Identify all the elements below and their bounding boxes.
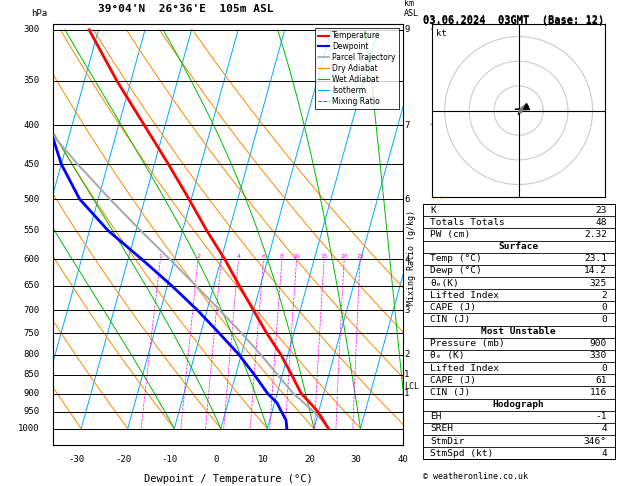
Text: 550: 550 bbox=[23, 226, 40, 235]
Text: Most Unstable: Most Unstable bbox=[481, 327, 556, 336]
Text: 8: 8 bbox=[280, 254, 284, 260]
Text: Totals Totals: Totals Totals bbox=[430, 218, 505, 227]
Text: 4: 4 bbox=[601, 424, 607, 434]
Text: 23.1: 23.1 bbox=[584, 254, 607, 263]
Text: 6: 6 bbox=[404, 194, 409, 204]
Text: 400: 400 bbox=[23, 121, 40, 130]
Text: 3: 3 bbox=[220, 254, 223, 260]
Text: 116: 116 bbox=[589, 388, 607, 397]
Text: 950: 950 bbox=[23, 407, 40, 416]
Text: 25: 25 bbox=[356, 254, 364, 260]
Text: 2.32: 2.32 bbox=[584, 230, 607, 239]
Text: Lifted Index: Lifted Index bbox=[430, 364, 499, 373]
Text: Temp (°C): Temp (°C) bbox=[430, 254, 482, 263]
Text: StmSpd (kt): StmSpd (kt) bbox=[430, 449, 494, 458]
Text: 700: 700 bbox=[23, 306, 40, 315]
Text: 03.06.2024  03GMT  (Base: 12): 03.06.2024 03GMT (Base: 12) bbox=[423, 16, 604, 26]
Text: -1: -1 bbox=[596, 412, 607, 421]
Text: km
ASL: km ASL bbox=[404, 0, 420, 18]
Text: Mixing Ratio (g/kg): Mixing Ratio (g/kg) bbox=[408, 210, 416, 305]
Text: 900: 900 bbox=[23, 389, 40, 398]
Text: PW (cm): PW (cm) bbox=[430, 230, 470, 239]
Text: 800: 800 bbox=[23, 350, 40, 359]
Text: 61: 61 bbox=[596, 376, 607, 385]
Text: 9: 9 bbox=[404, 25, 409, 35]
Text: 850: 850 bbox=[23, 370, 40, 379]
Text: -20: -20 bbox=[115, 455, 131, 464]
Text: 03.06.2024  03GMT  (Base: 12): 03.06.2024 03GMT (Base: 12) bbox=[423, 15, 604, 25]
Text: 346°: 346° bbox=[584, 436, 607, 446]
Text: 650: 650 bbox=[23, 281, 40, 291]
Text: 2: 2 bbox=[601, 291, 607, 300]
Text: StmDir: StmDir bbox=[430, 436, 465, 446]
Text: CIN (J): CIN (J) bbox=[430, 315, 470, 324]
Text: 300: 300 bbox=[23, 25, 40, 35]
Text: 450: 450 bbox=[23, 159, 40, 169]
Text: 1: 1 bbox=[159, 254, 162, 260]
Text: 750: 750 bbox=[23, 329, 40, 338]
Text: kt: kt bbox=[436, 30, 447, 38]
Text: 40: 40 bbox=[397, 455, 408, 464]
Text: 20: 20 bbox=[340, 254, 348, 260]
Text: 1: 1 bbox=[404, 389, 409, 398]
Text: 0: 0 bbox=[214, 455, 219, 464]
Text: -30: -30 bbox=[69, 455, 85, 464]
Text: Pressure (mb): Pressure (mb) bbox=[430, 339, 505, 348]
Text: θₑ (K): θₑ (K) bbox=[430, 351, 465, 361]
Text: 10: 10 bbox=[292, 254, 301, 260]
Text: Lifted Index: Lifted Index bbox=[430, 291, 499, 300]
Text: CAPE (J): CAPE (J) bbox=[430, 376, 476, 385]
Text: 6: 6 bbox=[262, 254, 265, 260]
Text: 330: 330 bbox=[589, 351, 607, 361]
Text: 7: 7 bbox=[404, 121, 409, 130]
Text: 2: 2 bbox=[404, 350, 409, 359]
Text: 15: 15 bbox=[320, 254, 328, 260]
Text: 0: 0 bbox=[601, 315, 607, 324]
Text: LCL: LCL bbox=[404, 382, 420, 391]
Text: SREH: SREH bbox=[430, 424, 454, 434]
Text: θₑ(K): θₑ(K) bbox=[430, 278, 459, 288]
Text: EH: EH bbox=[430, 412, 442, 421]
Text: 600: 600 bbox=[23, 255, 40, 264]
Text: Surface: Surface bbox=[499, 242, 538, 251]
Legend: Temperature, Dewpoint, Parcel Trajectory, Dry Adiabat, Wet Adiabat, Isotherm, Mi: Temperature, Dewpoint, Parcel Trajectory… bbox=[314, 28, 399, 109]
Text: 10: 10 bbox=[257, 455, 269, 464]
Text: Dewp (°C): Dewp (°C) bbox=[430, 266, 482, 276]
Text: Hodograph: Hodograph bbox=[493, 400, 545, 409]
Text: 1000: 1000 bbox=[18, 424, 40, 433]
Text: 4: 4 bbox=[237, 254, 240, 260]
Text: Dewpoint / Temperature (°C): Dewpoint / Temperature (°C) bbox=[143, 474, 313, 484]
Text: 325: 325 bbox=[589, 278, 607, 288]
Text: 23: 23 bbox=[596, 206, 607, 215]
Text: 350: 350 bbox=[23, 76, 40, 86]
Text: hPa: hPa bbox=[31, 9, 48, 18]
Text: 3: 3 bbox=[404, 306, 409, 315]
Text: 900: 900 bbox=[589, 339, 607, 348]
Text: 30: 30 bbox=[350, 455, 362, 464]
Text: 1: 1 bbox=[404, 370, 409, 379]
Text: 14.2: 14.2 bbox=[584, 266, 607, 276]
Text: 0: 0 bbox=[601, 303, 607, 312]
Text: 4: 4 bbox=[404, 255, 409, 264]
Text: CAPE (J): CAPE (J) bbox=[430, 303, 476, 312]
Text: 0: 0 bbox=[601, 364, 607, 373]
Text: 4: 4 bbox=[601, 449, 607, 458]
Text: 2: 2 bbox=[196, 254, 200, 260]
Text: © weatheronline.co.uk: © weatheronline.co.uk bbox=[423, 472, 528, 481]
Text: 48: 48 bbox=[596, 218, 607, 227]
Text: -10: -10 bbox=[162, 455, 178, 464]
Text: K: K bbox=[430, 206, 436, 215]
Text: 39°04'N  26°36'E  105m ASL: 39°04'N 26°36'E 105m ASL bbox=[98, 4, 274, 14]
Text: 20: 20 bbox=[304, 455, 315, 464]
Text: 500: 500 bbox=[23, 194, 40, 204]
Text: CIN (J): CIN (J) bbox=[430, 388, 470, 397]
